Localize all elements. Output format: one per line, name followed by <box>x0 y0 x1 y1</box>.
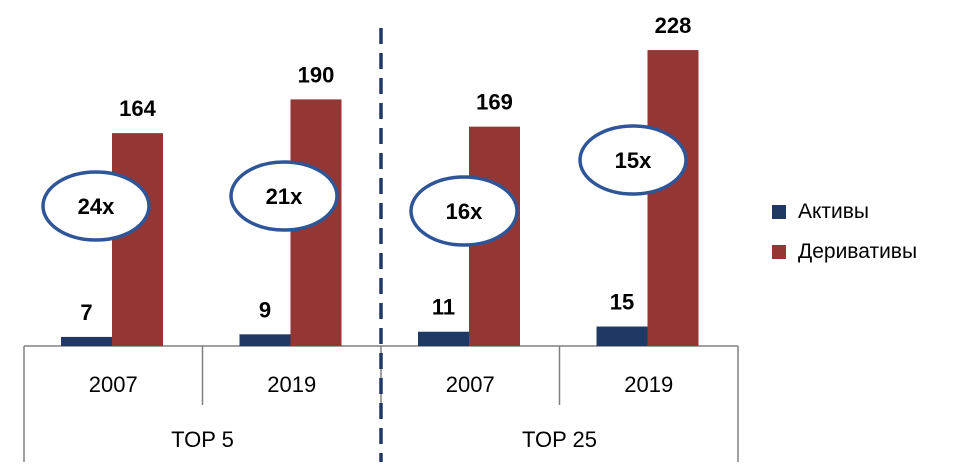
legend-item-assets: Активы <box>772 198 917 226</box>
category-label: 2007 <box>446 372 495 397</box>
bar-derivatives <box>112 133 163 346</box>
value-label-derivatives: 190 <box>298 62 335 87</box>
value-label-assets: 9 <box>259 297 271 322</box>
value-label-derivatives: 228 <box>655 13 692 38</box>
legend-swatch-derivatives <box>772 245 786 259</box>
ovals-layer: 24x 21x 16x 15x <box>41 124 688 247</box>
group-label: TOP 25 <box>522 427 597 452</box>
labels-layer: 2007 2019 2007 2019 TOP 5 TOP 25 7 164 9 190 11 169… <box>80 13 691 452</box>
ratio-label: 24x <box>78 194 115 219</box>
legend-label-derivatives: Деривативы <box>798 240 918 263</box>
value-label-assets: 11 <box>432 295 455 320</box>
bar-assets <box>596 326 648 346</box>
group-label: TOP 5 <box>171 427 234 452</box>
legend: Активы Деривативы <box>772 198 917 278</box>
ratio-label: 21x <box>266 184 303 209</box>
ratio-oval <box>578 124 688 196</box>
ratio-oval <box>41 170 151 242</box>
bar-derivatives <box>647 50 699 346</box>
ratio-label: 15x <box>615 148 652 173</box>
value-label-assets: 15 <box>610 290 634 315</box>
bars-layer <box>61 50 699 346</box>
value-label-derivatives: 164 <box>119 96 156 121</box>
ratio-oval <box>409 175 519 247</box>
ratio-label: 16x <box>446 199 483 224</box>
category-label: 2007 <box>89 372 138 397</box>
legend-label-assets: Активы <box>798 200 870 223</box>
legend-item-derivatives: Деривативы <box>772 238 917 266</box>
bar-assets <box>418 331 469 346</box>
value-label-assets: 7 <box>80 300 92 325</box>
ratio-oval <box>229 160 339 232</box>
value-label-derivatives: 169 <box>476 90 513 115</box>
category-label: 2019 <box>267 372 316 397</box>
category-label: 2019 <box>624 372 673 397</box>
bar-assets <box>61 336 112 346</box>
legend-swatch-assets <box>772 205 786 219</box>
bar-assets <box>239 334 291 346</box>
